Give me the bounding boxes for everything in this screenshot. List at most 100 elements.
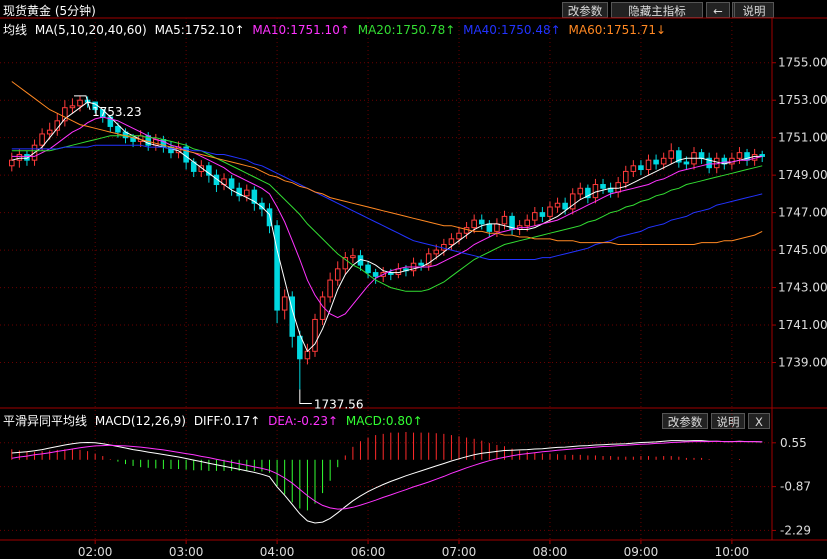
candle-body	[524, 219, 531, 227]
candle-body	[198, 165, 205, 172]
ma-line-ma20	[11, 135, 763, 292]
ma-line-ma60	[11, 81, 763, 245]
macd-lines	[11, 440, 763, 524]
candle-body	[441, 243, 447, 251]
candle-body	[706, 157, 712, 169]
candle-body	[494, 223, 500, 232]
candle-body	[448, 238, 455, 245]
candle-body	[554, 202, 561, 208]
candle-body	[274, 225, 280, 311]
candle-body	[638, 165, 644, 171]
macd-tick-label: -0.87	[780, 480, 811, 494]
low-marker-line	[299, 389, 312, 405]
candle-body	[69, 105, 76, 109]
candle-body	[9, 159, 15, 167]
candle-body	[577, 187, 584, 195]
candle-body	[77, 99, 83, 107]
candle-body	[297, 335, 303, 360]
candle-body	[645, 159, 652, 171]
candle-body	[266, 208, 273, 227]
candle-body	[471, 219, 477, 229]
legend-ma10: MA10:1751.10↑	[252, 23, 350, 37]
candle-body	[698, 152, 705, 159]
high-marker-line	[74, 95, 91, 111]
candle-body	[425, 253, 432, 266]
candle-body	[433, 249, 440, 255]
price-tick-label: 1745.00	[778, 243, 827, 257]
macd-close-button[interactable]: X	[748, 413, 770, 429]
candle-body	[312, 318, 318, 352]
candle-body	[501, 215, 508, 225]
time-tick-label: 02:00	[78, 545, 113, 559]
price-tick-label: 1739.00	[778, 356, 827, 370]
time-tick-label: 03:00	[169, 545, 204, 559]
candle-body	[334, 268, 341, 281]
price-tick-label: 1751.00	[778, 131, 827, 145]
moving-average-lines	[11, 81, 763, 353]
dea-line	[11, 440, 763, 510]
price-tick-label: 1749.00	[778, 168, 827, 182]
candle-body	[486, 223, 493, 232]
macd-help-button[interactable]: 说明	[711, 413, 745, 429]
candle-body	[236, 187, 242, 197]
candle-body	[228, 178, 235, 189]
low-price-label: 1737.56	[314, 398, 364, 412]
candlesticks	[9, 95, 765, 390]
legend-ma20: MA20:1750.78↑	[358, 23, 456, 37]
time-tick-label: 06:00	[351, 545, 386, 559]
price-tick-label: 1755.00	[778, 56, 827, 70]
macd-axis: 0.55 -0.87 -2.29	[772, 436, 811, 537]
price-axis: 1755.00 1753.00 1751.00 1749.00 1747.00 1745.…	[772, 56, 827, 370]
candle-body	[759, 154, 765, 157]
candle-body	[304, 350, 311, 360]
candle-body	[676, 150, 682, 163]
macd-tick-label: 0.55	[780, 436, 807, 450]
time-tick-label: 04:00	[260, 545, 295, 559]
ma-line-ma40	[11, 144, 763, 260]
price-tick-label: 1743.00	[778, 281, 827, 295]
macd-histogram	[11, 432, 740, 511]
price-annotations: 1753.23 1737.56	[74, 95, 364, 412]
macd-modify-params-button[interactable]: 改参数	[662, 413, 708, 429]
ma-line-ma10	[11, 116, 763, 319]
candle-body	[16, 154, 23, 161]
main-legend: 均线 MA(5,10,20,40,60) MA5:1752.10↑ MA10:1…	[3, 23, 666, 37]
candle-body	[562, 202, 568, 210]
price-tick-label: 1747.00	[778, 206, 827, 220]
candle-body	[418, 262, 424, 266]
candle-body	[372, 272, 379, 277]
legend-ma60: MA60:1751.71↓	[569, 23, 667, 37]
candle-body	[615, 182, 621, 193]
candle-body	[24, 154, 30, 161]
macd-legend-params: MACD(12,26,9)	[95, 414, 186, 428]
candle-body	[206, 165, 212, 176]
candle-body	[569, 193, 576, 210]
candle-body	[62, 107, 68, 122]
candle-body	[46, 129, 53, 135]
time-axis: 02:00 03:00 04:00 06:00 07:00 08:00 09:00 10:00	[78, 540, 749, 559]
candle-body	[630, 165, 637, 172]
candle-body	[751, 154, 758, 161]
macd-legend-macd: MACD:0.80↑	[346, 414, 423, 428]
candle-body	[683, 161, 690, 165]
candle-body	[532, 212, 538, 221]
candle-body	[585, 187, 591, 199]
time-tick-label: 07:00	[442, 545, 477, 559]
candle-body	[342, 257, 349, 270]
candle-body	[327, 279, 333, 298]
candle-body	[463, 227, 470, 234]
macd-legend-dea: DEA:-0.23↑	[268, 414, 338, 428]
macd-tick-label: -2.29	[780, 523, 811, 537]
chart-title: 现货黄金 (5分钟)	[3, 4, 96, 18]
candle-body	[478, 219, 485, 225]
candle-body	[713, 157, 720, 169]
candle-body	[729, 157, 735, 165]
candle-body	[39, 133, 45, 146]
macd-legend: 平滑异同平均线 MACD(12,26,9) DIFF:0.17↑ DEA:-0.…	[3, 414, 423, 428]
gridlines	[0, 18, 772, 540]
candle-body	[350, 255, 356, 259]
candle-body	[622, 170, 629, 184]
candle-body	[115, 125, 121, 133]
